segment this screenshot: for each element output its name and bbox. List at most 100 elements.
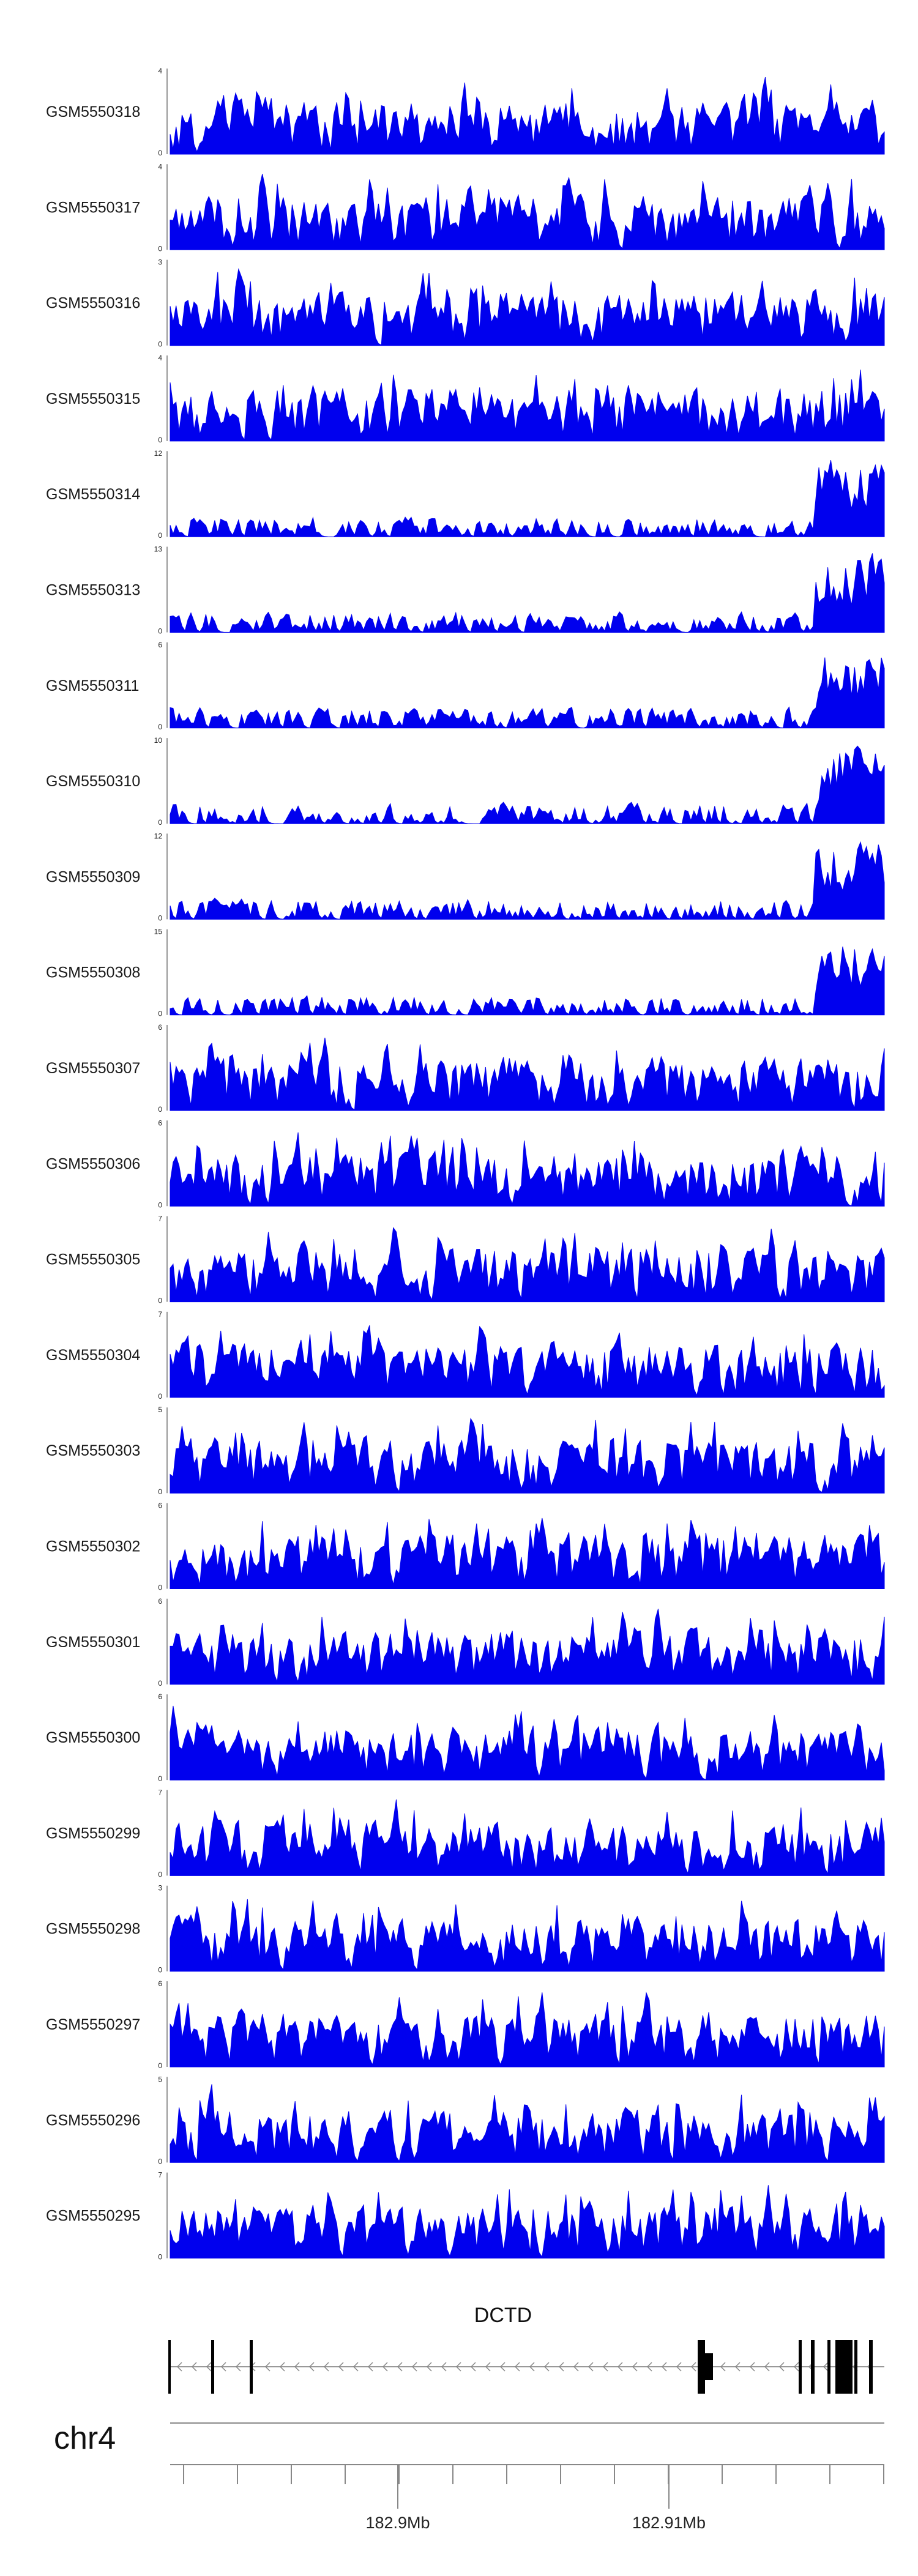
coverage-area: [170, 841, 885, 920]
strand-arrow: [573, 2362, 579, 2372]
coverage-area: [170, 1132, 885, 1207]
coverage-area: [170, 1609, 885, 1685]
y-min-tick-label: 0: [158, 2061, 162, 2070]
track-GSM5550307: GSM5550307 6 0: [46, 1023, 885, 1114]
strand-arrow: [529, 2362, 535, 2372]
exon-utr: [700, 2353, 713, 2380]
y-max-tick-label: 6: [158, 1502, 162, 1510]
y-min-tick-label: 0: [158, 1105, 162, 1114]
gene-label: DCTD: [474, 2304, 532, 2327]
strand-arrow: [690, 2362, 696, 2372]
track-GSM5550295: GSM5550295 7 0: [46, 2171, 885, 2261]
y-max-tick-label: 3: [158, 258, 162, 267]
strand-arrow: [778, 2362, 785, 2372]
track-label: GSM5550307: [46, 1060, 140, 1077]
strand-arrow: [176, 2362, 182, 2372]
coverage-area: [170, 946, 885, 1016]
coverage-area: [170, 657, 885, 729]
y-max-tick-label: 12: [154, 832, 163, 840]
track-label: GSM5550300: [46, 1729, 140, 1746]
axis-tick-label: 182.9Mb: [365, 2514, 430, 2532]
track-label: GSM5550302: [46, 1538, 140, 1555]
y-max-tick-label: 7: [158, 1215, 162, 1223]
y-max-tick-label: 5: [158, 2075, 162, 2083]
coverage-area: [170, 1705, 885, 1781]
track-GSM5550309: GSM5550309 12 0: [46, 832, 885, 922]
strand-arrow: [264, 2362, 271, 2372]
y-max-tick-label: 6: [158, 1979, 162, 1988]
track-GSM5550315: GSM5550315 4 0: [46, 354, 885, 444]
y-max-tick-label: 6: [158, 1597, 162, 1606]
strand-arrow: [823, 2362, 829, 2372]
track-label: GSM5550298: [46, 1921, 140, 1938]
strand-arrow: [411, 2362, 417, 2372]
strand-arrow: [397, 2362, 403, 2372]
track-GSM5550314: GSM5550314 12 0: [46, 449, 885, 540]
track-label: GSM5550305: [46, 1251, 140, 1268]
y-max-tick-label: 15: [154, 928, 163, 936]
exon: [869, 2340, 873, 2394]
strand-arrow: [294, 2362, 300, 2372]
y-min-tick-label: 0: [158, 2157, 162, 2165]
y-min-tick-label: 0: [158, 1010, 162, 1018]
track-label: GSM5550297: [46, 2016, 140, 2033]
exon-utr: [837, 2353, 849, 2380]
coverage-area: [170, 76, 885, 155]
y-min-tick-label: 0: [158, 818, 162, 827]
strand-arrow: [485, 2362, 491, 2372]
y-min-tick-label: 0: [158, 1584, 162, 1592]
exon: [811, 2340, 815, 2394]
track-label: GSM5550309: [46, 868, 140, 885]
track-label: GSM5550316: [46, 295, 140, 312]
strand-arrow: [441, 2362, 447, 2372]
y-min-tick-label: 0: [158, 531, 162, 540]
track-GSM5550300: GSM5550300 6 0: [46, 1692, 885, 1783]
coverage-area: [170, 2185, 885, 2259]
strand-arrow: [353, 2362, 359, 2372]
y-min-tick-label: 0: [158, 1679, 162, 1688]
y-max-tick-label: 7: [158, 1788, 162, 1796]
exon: [250, 2340, 253, 2394]
y-max-tick-label: 6: [158, 1692, 162, 1701]
strand-arrow: [338, 2362, 344, 2372]
strand-arrow: [514, 2362, 520, 2372]
coverage-area: [170, 1227, 885, 1303]
track-GSM5550296: GSM5550296 5 0: [46, 2075, 885, 2165]
y-min-tick-label: 0: [158, 1392, 162, 1401]
coverage-area: [170, 1418, 885, 1494]
y-max-tick-label: 3: [158, 1884, 162, 1893]
strand-arrow: [720, 2362, 726, 2372]
strand-arrow: [367, 2362, 373, 2372]
y-min-tick-label: 0: [158, 340, 162, 349]
coverage-area: [170, 745, 885, 824]
track-GSM5550301: GSM5550301 6 0: [46, 1597, 885, 1688]
strand-arrow: [426, 2362, 432, 2372]
track-label: GSM5550296: [46, 2112, 140, 2129]
y-min-tick-label: 0: [158, 436, 162, 444]
y-max-tick-label: 6: [158, 1023, 162, 1032]
track-label: GSM5550310: [46, 773, 140, 790]
track-GSM5550318: GSM5550318 4 0: [46, 67, 885, 157]
strand-arrow: [734, 2362, 741, 2372]
y-min-tick-label: 0: [158, 149, 162, 157]
y-min-tick-label: 0: [158, 1487, 162, 1496]
y-min-tick-label: 0: [158, 914, 162, 922]
y-max-tick-label: 6: [158, 641, 162, 649]
y-min-tick-label: 0: [158, 244, 162, 253]
y-min-tick-label: 0: [158, 1966, 162, 1975]
track-GSM5550302: GSM5550302 6 0: [46, 1502, 885, 1592]
strand-arrow: [323, 2362, 329, 2372]
y-max-tick-label: 4: [158, 67, 162, 75]
exon: [168, 2340, 171, 2394]
y-min-tick-label: 0: [158, 1774, 162, 1783]
track-label: GSM5550306: [46, 1155, 140, 1172]
coverage-area: [170, 1037, 885, 1111]
exon: [799, 2340, 802, 2394]
strand-arrow: [661, 2362, 667, 2372]
track-label: GSM5550299: [46, 1825, 140, 1842]
y-max-tick-label: 12: [154, 449, 163, 458]
y-max-tick-label: 10: [154, 736, 163, 745]
y-min-tick-label: 0: [158, 627, 162, 636]
strand-arrow: [543, 2362, 550, 2372]
